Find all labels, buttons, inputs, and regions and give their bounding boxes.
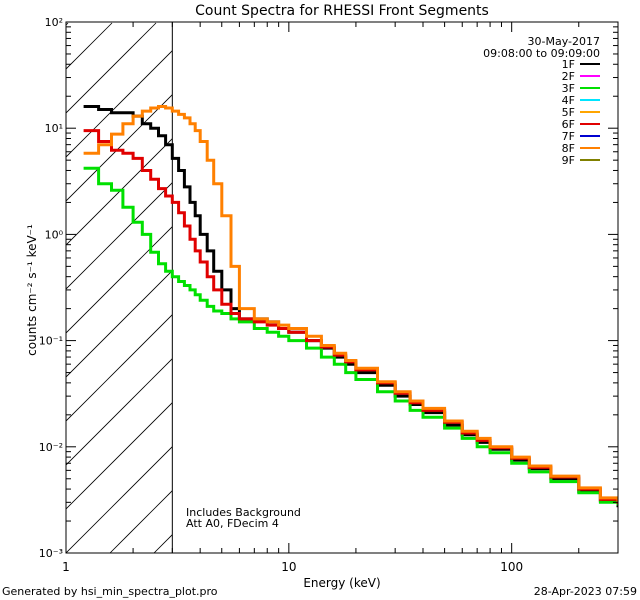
x-tick-label: 1 — [62, 560, 70, 574]
chart-title: Count Spectra for RHESSI Front Segments — [195, 3, 489, 19]
legend-label-2f: 2F — [562, 70, 575, 83]
x-tick-label: 10 — [281, 560, 296, 574]
hatch-line — [66, 22, 157, 114]
hatch-line — [374, 23, 640, 553]
hatch-line — [242, 23, 640, 553]
annotation-attenuator: Att A0, FDecim 4 — [186, 517, 279, 530]
y-axis-label: counts cm⁻² s⁻¹ keV⁻¹ — [25, 224, 39, 356]
hatch-line — [66, 446, 173, 553]
y-tick-label: 10² — [45, 16, 63, 29]
series-8f-line — [83, 105, 618, 503]
x-axis-label: Energy (keV) — [303, 576, 380, 590]
series-3f-line — [83, 166, 618, 506]
y-tick-label: 10¹ — [45, 122, 63, 135]
series-1f-line — [83, 105, 618, 508]
hatch-line — [66, 270, 173, 378]
hatch-line — [330, 23, 640, 553]
legend-label-9f: 9F — [562, 154, 575, 167]
legend-label-7f: 7F — [562, 130, 575, 143]
legend-label-5f: 5F — [562, 106, 575, 119]
date-label: 30-May-2017 — [528, 35, 600, 48]
hatch-line — [418, 23, 640, 553]
plot-frame — [65, 21, 619, 554]
y-tick-label: 10⁻³ — [39, 547, 63, 560]
footer-timestamp: 28-Apr-2023 07:59 — [534, 585, 637, 598]
hatch-line — [66, 22, 113, 70]
hatch-line — [66, 182, 173, 290]
y-tick-label: 10⁻² — [39, 441, 63, 454]
hatch-line — [66, 94, 173, 202]
y-tick-label: 10⁰ — [45, 228, 64, 241]
hatch-line — [66, 226, 173, 334]
y-tick-label: 10⁻¹ — [39, 335, 63, 348]
hatch-line — [66, 314, 173, 422]
footer-generator: Generated by hsi_min_spectra_plot.pro — [2, 585, 218, 598]
x-tick-label: 100 — [500, 560, 523, 574]
hatch-line — [286, 23, 640, 553]
legend-label-1f: 1F — [562, 58, 575, 71]
legend-label-4f: 4F — [562, 94, 575, 107]
legend-label-6f: 6F — [562, 118, 575, 131]
hatch-line — [66, 138, 173, 246]
background-hatch-region — [66, 22, 640, 553]
series-6f-line — [83, 129, 618, 504]
hatch-line — [594, 23, 640, 553]
hatch-line — [66, 402, 173, 510]
legend-label-3f: 3F — [562, 82, 575, 95]
legend-label-8f: 8F — [562, 142, 575, 155]
annotation-background: Includes Background — [186, 506, 301, 519]
time-range-label: 09:08:00 to 09:09:00 — [483, 47, 600, 60]
